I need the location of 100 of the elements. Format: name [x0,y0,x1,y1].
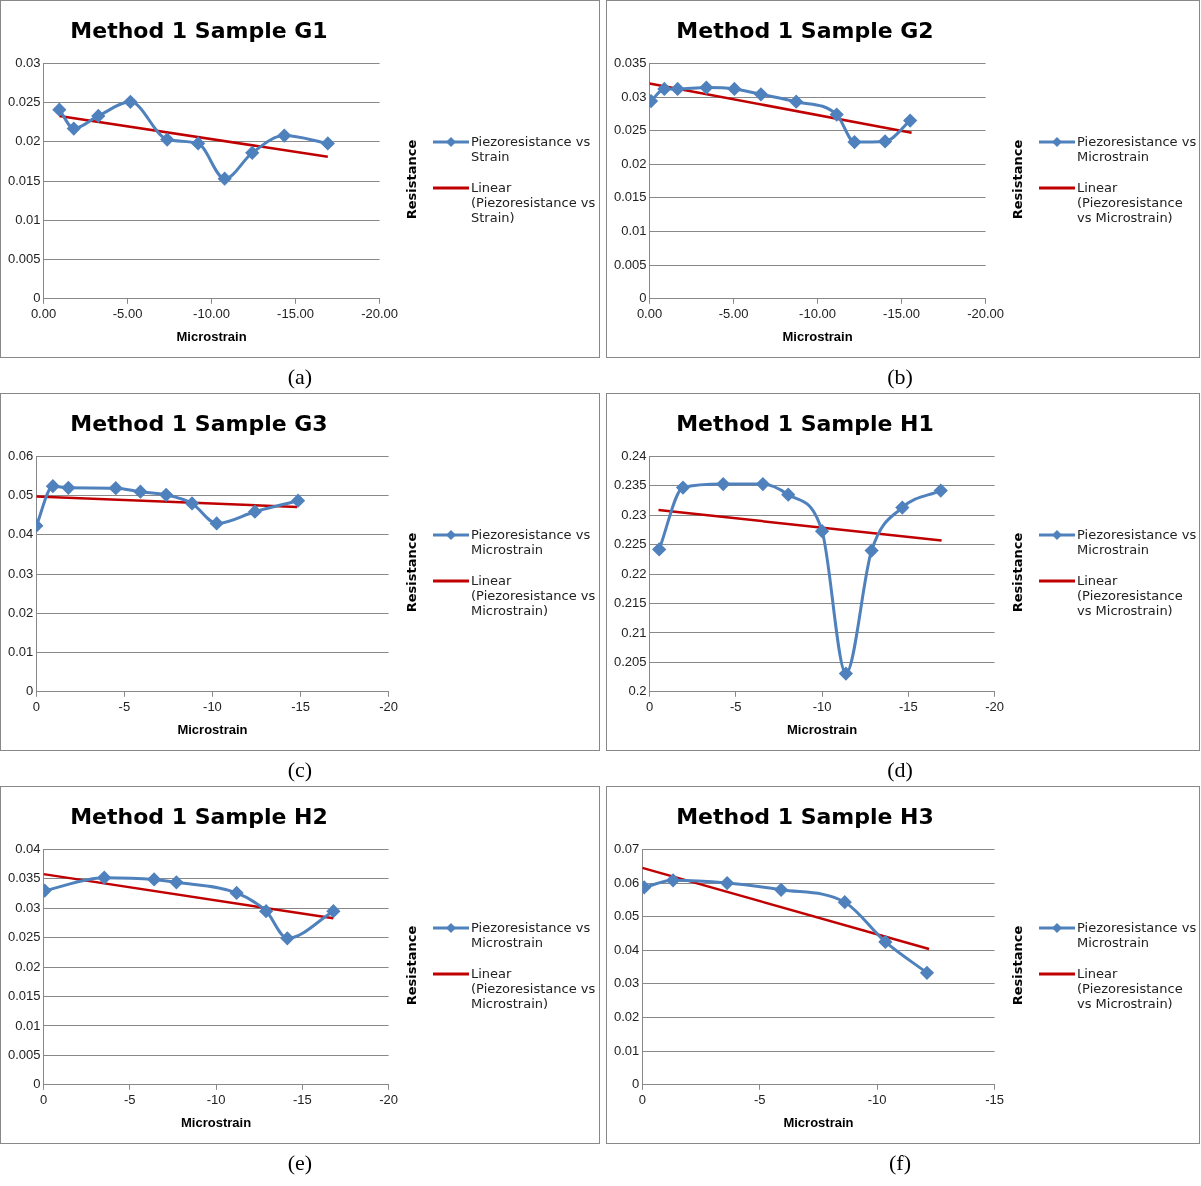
point [159,488,173,502]
y-tick-label: 0.03 [15,899,41,915]
x-tick-label: -5 [118,699,131,715]
y-tick-label: 0.005 [7,1046,41,1062]
point [774,883,788,897]
y-tick-label: 0.06 [613,874,640,890]
y-tick-label: 0.02 [613,1009,640,1025]
point [838,895,852,909]
y-axis-title: Resistance [404,532,420,612]
y-tick-label: 0.215 [613,595,647,611]
y-tick-label: 0.03 [7,565,34,581]
legend-label: Linear (Piezoresistance vs Microstrain) [471,572,597,618]
y-tick-label: 0.23 [621,506,647,522]
y-tick-label: 0.205 [613,653,647,669]
y-tick-label: 0.03 [15,54,41,70]
point [895,501,909,515]
point [123,95,137,109]
x-axis-title: Microstrain [181,1114,252,1130]
chart-title: Method 1 Sample G2 [676,17,934,43]
point [91,109,105,123]
y-tick-label: 0.07 [613,840,640,856]
legend-label: Piezoresistance vs Microstrain [1077,526,1198,557]
y-axis-title: Resistance [1010,139,1026,219]
y-tick-label: 0.21 [621,624,647,640]
point [830,108,844,122]
text: (c) [286,757,314,783]
point [248,505,262,519]
x-tick-label: -20.00 [361,306,399,322]
x-tick-label: -10.00 [799,306,836,322]
point [657,82,671,96]
x-tick-label: 0.00 [636,306,663,322]
point [839,667,853,681]
y-tick-label: 0 [33,1076,41,1092]
point [61,481,75,495]
y-tick-label: 0.01 [7,644,34,660]
legend-label: Piezoresistance vs Strain [471,133,592,164]
point [147,872,161,886]
x-tick-label: -20.00 [967,306,1005,322]
y-tick-label: 0.025 [7,929,41,945]
text: (f) [888,1150,912,1176]
y-tick-label: 0.025 [7,94,41,110]
point [210,516,224,530]
y-axis-title: Resistance [1010,925,1026,1005]
x-tick-label: -15 [291,699,310,715]
text: (d) [886,757,914,783]
point [727,82,741,96]
point [878,134,892,148]
y-tick-label: 0.02 [15,133,41,149]
y-tick-label: 0.015 [7,988,41,1004]
point [245,146,259,160]
point [218,172,232,186]
point [133,485,147,499]
x-tick-label: -10 [206,1092,226,1108]
point [291,494,305,508]
point [934,484,948,498]
point [191,136,205,150]
y-tick-label: 0.05 [7,487,34,503]
y-axis-title: Resistance [404,925,420,1005]
y-axis-title: Resistance [404,139,420,219]
point [676,481,690,495]
y-tick-label: 0.24 [621,447,647,463]
x-tick-label: -10 [812,699,832,715]
x-tick-label: -10.00 [193,306,230,322]
point [52,103,66,117]
legend-label: Linear (Piezoresistance vs Strain) [471,179,597,225]
legend-label: Piezoresistance vs Microstrain [1077,919,1198,950]
x-tick-label: -5.00 [718,306,749,322]
point [720,876,734,890]
y-tick-label: 0.02 [621,155,647,171]
x-tick-label: -5 [753,1092,766,1108]
x-axis-title: Microstrain [787,721,858,737]
point [67,122,81,136]
y-tick-label: 0.2 [628,683,647,699]
point [97,871,111,885]
y-tick-label: 0.04 [7,526,34,542]
x-tick-label: -10 [867,1092,887,1108]
point [865,544,879,558]
text: (a) [286,364,314,390]
legend-label: Piezoresistance vs Microstrain [471,526,592,557]
y-tick-label: 0 [33,290,41,306]
y-tick-label: 0.22 [621,565,647,581]
x-tick-label: -5.00 [112,306,143,322]
y-tick-label: 0.005 [7,251,41,267]
x-tick-label: -15 [985,1092,1004,1108]
chart-title: Method 1 Sample G1 [70,17,328,43]
x-tick-label: -15 [292,1092,312,1108]
point [754,87,768,101]
legend-label: Linear (Piezoresistance vs Microstrain) [1077,179,1184,225]
legend-label: Linear (Piezoresistance vs Microstrain) [471,965,597,1011]
legend-label: Piezoresistance vs Microstrain [1077,133,1198,164]
point [716,477,730,491]
point [326,904,340,918]
x-tick-label: -20 [379,1092,398,1108]
point [878,935,892,949]
y-tick-label: 0.04 [15,840,41,856]
y-tick-label: 0.01 [621,223,647,239]
y-tick-label: 0.005 [613,256,647,272]
point [666,873,680,887]
point [756,477,770,491]
point [277,129,291,143]
